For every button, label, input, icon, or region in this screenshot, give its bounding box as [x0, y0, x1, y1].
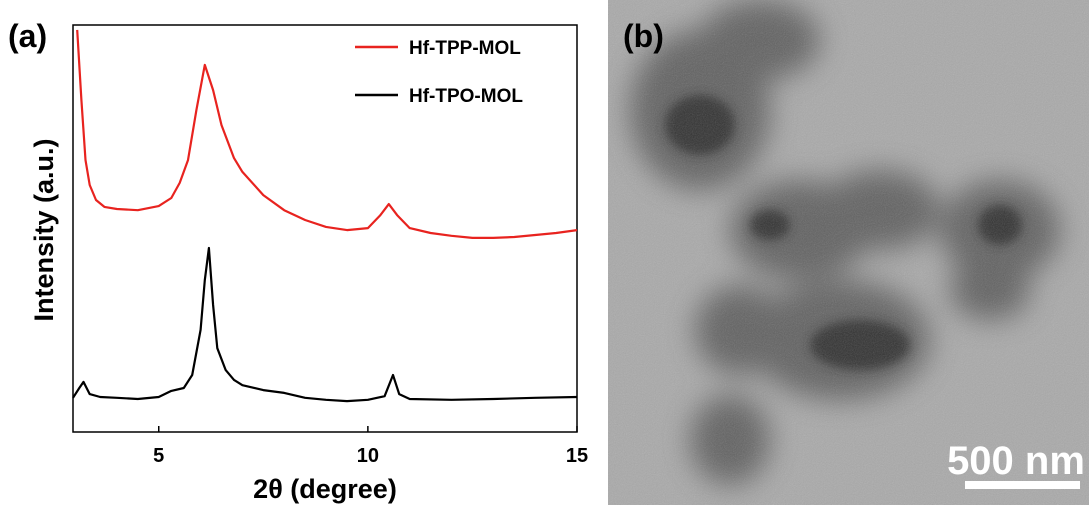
x-tick-label: 10 [357, 445, 379, 467]
scale-bar [965, 481, 1080, 489]
y-axis-label: Intensity (a.u.) [29, 138, 59, 321]
plot-frame [72, 24, 578, 433]
data-line [76, 29, 578, 239]
scale-bar-label: 500 nm [947, 439, 1085, 483]
tem-image [608, 0, 1089, 505]
legend-label: Hf-TPO-MOL [409, 86, 523, 107]
panel-label: (b) [623, 18, 664, 54]
x-tick-label: 5 [153, 445, 164, 467]
data-line [72, 246, 578, 403]
panel-label: (a) [8, 18, 47, 54]
x-axis-label: 2θ (degree) [253, 474, 397, 504]
x-tick-label: 15 [566, 445, 588, 467]
legend-label: Hf-TPP-MOL [409, 38, 521, 59]
